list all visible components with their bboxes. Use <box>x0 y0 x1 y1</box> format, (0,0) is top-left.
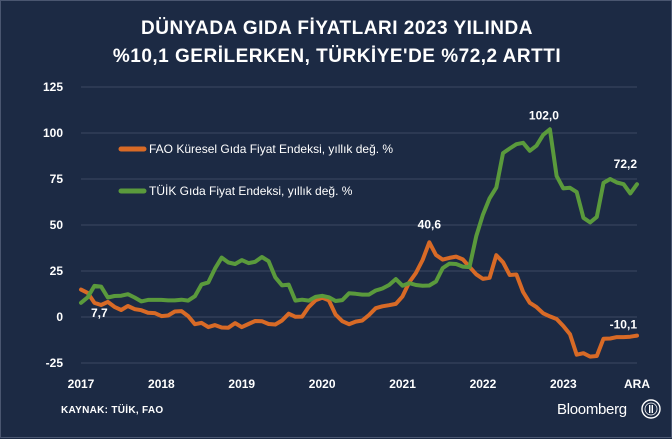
x-axis-ticks: 2017 2018 2019 2020 2021 2022 2023 ARA <box>68 377 651 391</box>
series-lines <box>79 127 639 359</box>
y-tick-label: 125 <box>43 80 63 94</box>
annotation-label: 7,7 <box>91 306 108 320</box>
x-tick-label: 2023 <box>550 377 577 391</box>
x-tick-label: 2021 <box>389 377 416 391</box>
series-line-tuik <box>79 127 639 305</box>
y-axis-ticks: 125 100 75 50 25 0 -25 <box>43 80 63 370</box>
annotations: 7,7 40,6 102,0 72,2 -10,1 <box>91 108 637 331</box>
legend-label-tuik: TÜİK Gıda Fiyat Endeksi, yıllık değ. % <box>149 184 353 198</box>
y-tick-label: -25 <box>46 356 64 370</box>
series-line-fao <box>79 240 639 359</box>
annotation-label: 72,2 <box>614 157 638 171</box>
source-note: KAYNAK: TÜİK, FAO <box>61 405 164 416</box>
x-tick-label: 2017 <box>68 377 95 391</box>
x-tick-label: 2018 <box>148 377 175 391</box>
x-tick-label: 2020 <box>309 377 336 391</box>
bloomberg-logo: Bloomberg <box>557 401 627 418</box>
annotation-label: 102,0 <box>529 108 559 122</box>
y-tick-label: 75 <box>50 172 64 186</box>
annotation-label: -10,1 <box>610 318 638 332</box>
chart-title-line-1: DÜNYADA GIDA FİYATLARI 2023 YILINDA <box>141 18 533 39</box>
y-tick-label: 0 <box>56 310 63 324</box>
y-tick-label: 25 <box>50 264 64 278</box>
x-tick-label: ARA <box>624 377 650 391</box>
chart-title-line-2: %10,1 GERİLERKEN, TÜRKİYE'DE %72,2 ARTTI <box>112 46 562 67</box>
seal-icon <box>641 399 661 419</box>
y-tick-label: 50 <box>50 218 64 232</box>
annotation-label: 40,6 <box>418 217 442 231</box>
legend-label-fao: FAO Küresel Gıda Fiyat Endeksi, yıllık d… <box>149 142 393 156</box>
y-tick-label: 100 <box>43 126 63 140</box>
x-tick-label: 2022 <box>470 377 497 391</box>
x-tick-label: 2019 <box>228 377 255 391</box>
legend: FAO Küresel Gıda Fiyat Endeksi, yıllık d… <box>118 142 393 198</box>
